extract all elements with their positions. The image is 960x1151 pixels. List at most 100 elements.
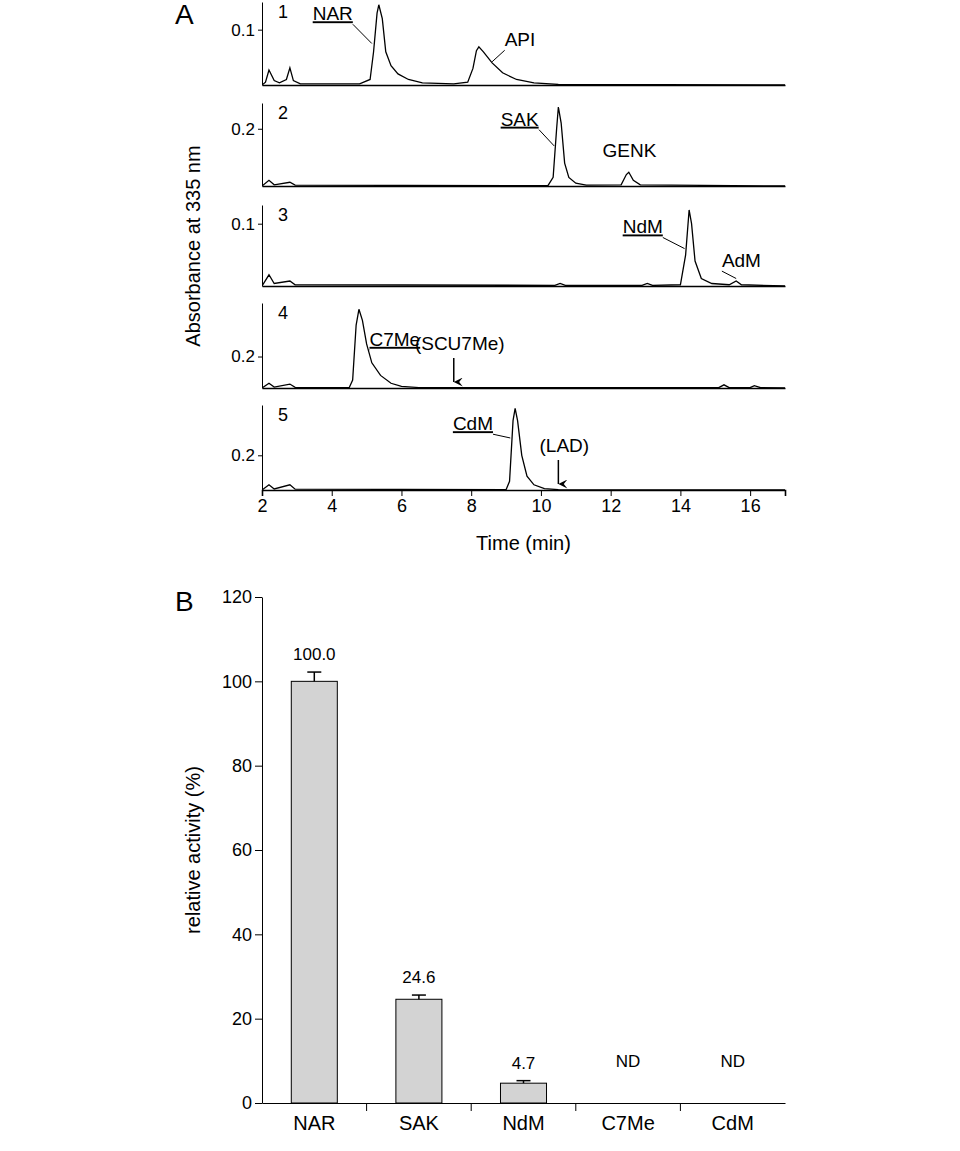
figure-label: B — [175, 586, 194, 617]
panel: 0.24C7Me(SCU7Me) — [231, 303, 785, 389]
tick-label: 0.2 — [231, 120, 255, 139]
y-axis-title: relative activity (%) — [182, 766, 204, 934]
tick: CdM — [712, 1103, 754, 1134]
tick-label: 16 — [741, 496, 761, 516]
tick-label: 60 — [232, 840, 252, 860]
data-label: ND — [616, 1052, 641, 1071]
tick: SAK — [399, 1103, 440, 1134]
panel: 0.13NdMAdM — [231, 205, 785, 287]
tick: 60 — [232, 840, 262, 860]
tick-label: NAR — [293, 1112, 335, 1134]
peak-label: AdM — [722, 250, 761, 271]
tick-label: SAK — [399, 1112, 440, 1134]
tick: NAR — [293, 1103, 335, 1134]
tick-label: C7Me — [601, 1112, 654, 1134]
tick: 100 — [222, 672, 262, 692]
x-axis — [263, 85, 786, 86]
leader-line — [493, 434, 510, 438]
y-axis: 0.2 — [231, 304, 262, 389]
tick: 2 — [257, 490, 267, 516]
y-axis: 0.1 — [231, 3, 262, 86]
peak-label: CdM — [453, 413, 493, 434]
x-axis: NAR SAK NdM C7Me CdM — [263, 1103, 786, 1134]
tick-label: 100 — [222, 672, 252, 692]
plot-area — [262, 408, 785, 490]
leader-line — [722, 271, 736, 278]
tick-label: 4 — [327, 496, 337, 516]
tick: 80 — [232, 756, 262, 776]
error-cap — [307, 671, 321, 673]
tick: 16 — [741, 490, 761, 516]
tick: 40 — [232, 925, 262, 945]
tick-label: 14 — [671, 496, 691, 516]
tick: NdM — [502, 1103, 544, 1134]
tick-label: 6 — [397, 496, 407, 516]
position-label: (SCU7Me) — [415, 333, 505, 354]
tick-label: 12 — [601, 496, 621, 516]
tick-mark — [255, 934, 262, 935]
trace — [262, 309, 785, 388]
tick: 12 — [601, 490, 621, 516]
tick-mark — [255, 1103, 262, 1104]
tick-mark — [258, 224, 262, 225]
tick-label: 40 — [232, 925, 252, 945]
x-axis: 2 4 6 8 10 12 14 16 — [257, 490, 785, 516]
tick: 14 — [671, 490, 691, 516]
position-arrow — [453, 358, 455, 382]
tick: C7Me — [601, 1103, 654, 1134]
data-label: 100.0 — [293, 645, 336, 664]
axis-line — [262, 304, 263, 389]
tick-label: 2 — [257, 496, 267, 516]
y-axis-title: Absorbance at 335 nm — [182, 145, 204, 346]
error-stem — [314, 672, 316, 681]
axis-line — [262, 598, 263, 1104]
peak-label: NAR — [313, 3, 353, 24]
x-axis — [263, 286, 786, 287]
tick: 10 — [531, 490, 551, 516]
figure: 0.11ANARAPI0.22SAKGENK0.13NdMAdM0.24C7Me… — [0, 0, 960, 1151]
leader-line — [368, 349, 369, 350]
plot-area — [291, 672, 546, 1103]
panel-title: 4 — [278, 303, 288, 323]
tick: 0.1 — [231, 21, 262, 40]
tick-label: 8 — [467, 496, 477, 516]
x-axis — [263, 388, 786, 389]
leader-line — [492, 50, 505, 61]
bar — [291, 681, 337, 1103]
category-separator — [680, 1103, 681, 1111]
tick: 0.2 — [231, 446, 262, 465]
plot-area — [262, 107, 785, 186]
leader-line — [353, 24, 372, 43]
axis-line — [262, 104, 263, 187]
tick: 0.1 — [231, 215, 262, 234]
tick-label: 0.1 — [231, 21, 255, 40]
tick-label: 10 — [531, 496, 551, 516]
category-separator — [575, 1103, 576, 1111]
panel: 0.22SAKGENK — [231, 103, 785, 187]
trace — [262, 107, 785, 186]
y-axis: 020406080100120 — [222, 587, 263, 1113]
bar-panel: B100.024.64.7NDNDNARSAKNdMC7MeCdM0204060… — [175, 586, 786, 1134]
tick-label: 80 — [232, 756, 252, 776]
tick-mark — [255, 766, 262, 767]
axis-line — [263, 1103, 786, 1104]
panel: 0.11ANARAPI — [175, 0, 786, 86]
figure-label: A — [175, 0, 194, 30]
panel-title: 2 — [278, 103, 288, 123]
category-separator — [366, 1103, 367, 1111]
plot-area — [262, 210, 785, 286]
data-label: 4.7 — [512, 1054, 536, 1073]
trace — [262, 210, 785, 286]
tick: 0.2 — [231, 120, 262, 139]
peak-label: API — [505, 29, 536, 50]
tick-label: NdM — [502, 1112, 544, 1134]
panel-title: 5 — [278, 405, 288, 425]
tick-label: 0 — [242, 1093, 252, 1113]
tick: 20 — [232, 1009, 262, 1029]
tick-mark — [258, 455, 262, 456]
x-axis — [263, 186, 786, 187]
plot-area — [262, 309, 785, 388]
tick-label: 0.2 — [231, 347, 255, 366]
tick: 0 — [242, 1093, 262, 1113]
y-axis: 0.2 — [231, 406, 262, 491]
